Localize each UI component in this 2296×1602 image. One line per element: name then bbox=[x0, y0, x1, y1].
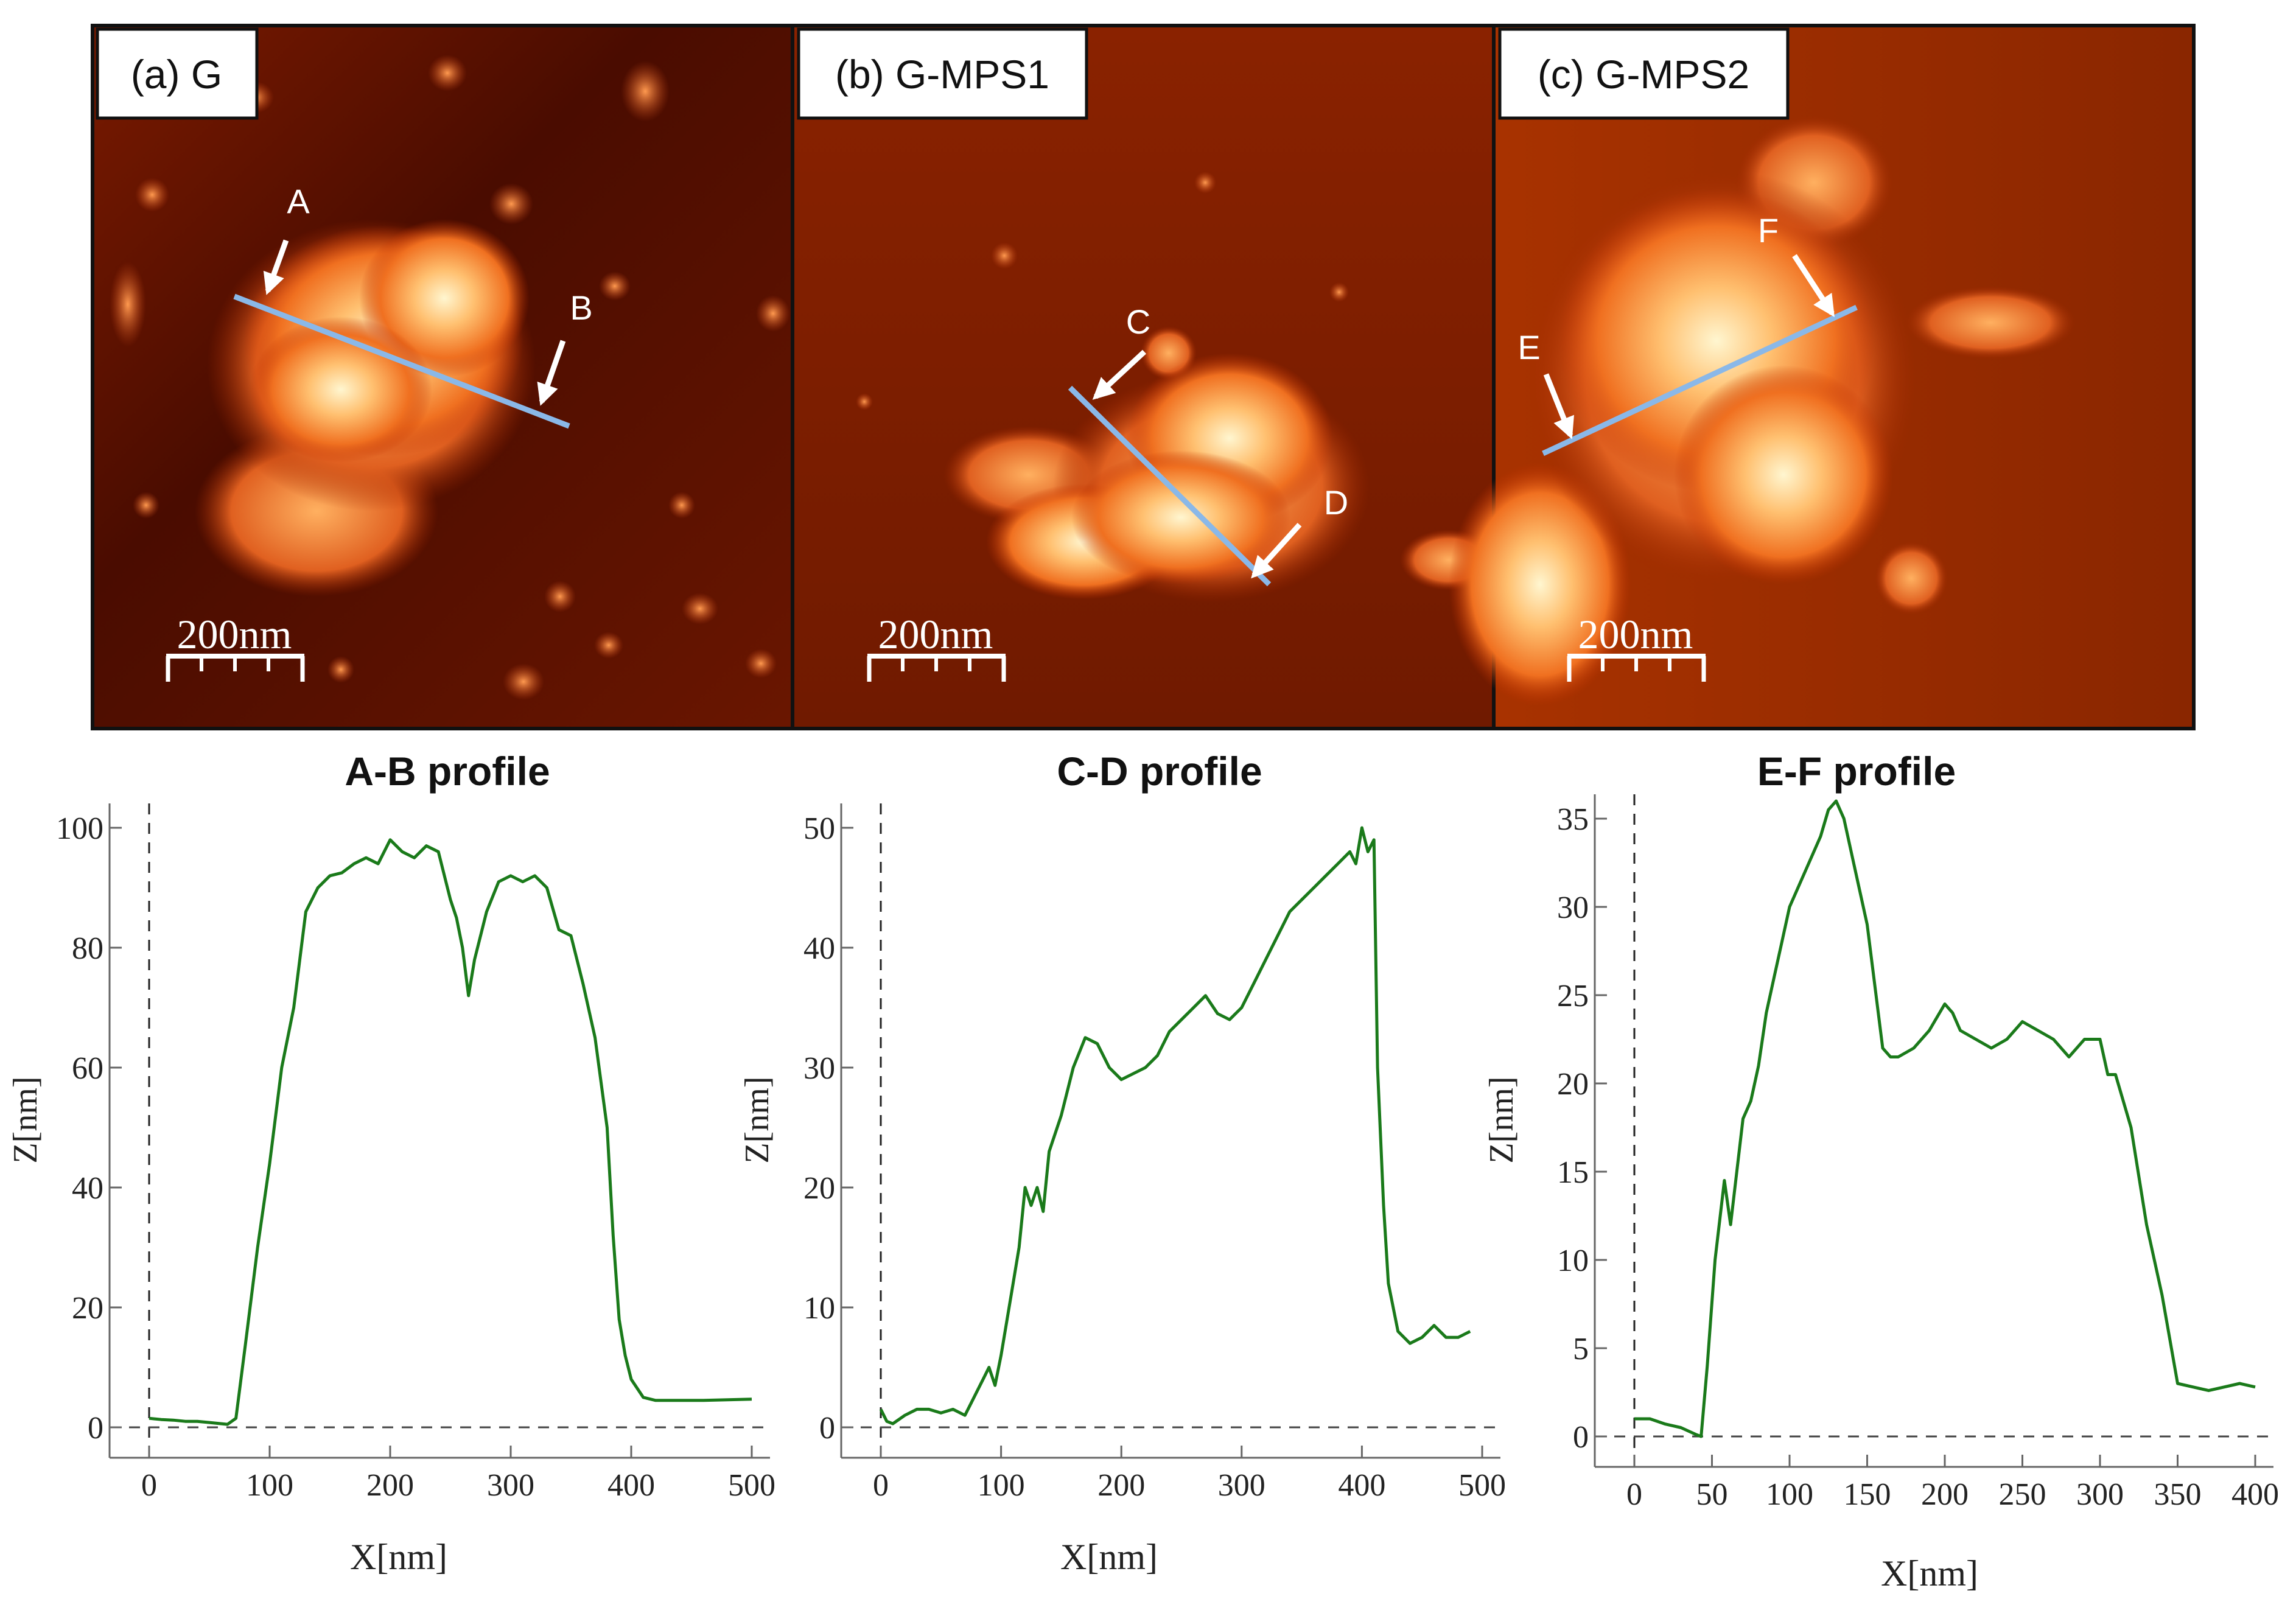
afm-flake-a bbox=[195, 219, 536, 596]
afm-panel-b: C D (b) G-MPS1 200nm bbox=[791, 24, 1497, 730]
x-tick-label: 300 bbox=[487, 1468, 534, 1503]
x-tick-label: 150 bbox=[1844, 1477, 1891, 1512]
y-tick-label: 20 bbox=[1557, 1067, 1589, 1102]
x-tick-label: 100 bbox=[1766, 1477, 1813, 1512]
scale-bar-b: 200nm bbox=[867, 611, 1006, 682]
panel-label-c: (c) G-MPS2 bbox=[1498, 27, 1790, 120]
x-tick-label: 0 bbox=[1626, 1477, 1642, 1512]
y-tick-label: 40 bbox=[803, 931, 835, 966]
marker-b: B bbox=[570, 289, 592, 327]
scan-line-ef: E F bbox=[1517, 211, 1858, 456]
y-tick-label: 30 bbox=[1557, 890, 1589, 925]
y-tick-label: 40 bbox=[72, 1171, 103, 1206]
x-tick-label: 100 bbox=[246, 1468, 293, 1503]
scale-bar-label-b: 200nm bbox=[878, 611, 993, 657]
y-tick-label: 80 bbox=[72, 931, 103, 966]
y-tick-label: 25 bbox=[1557, 979, 1589, 1013]
afm-flake-b bbox=[943, 353, 1370, 603]
afm-panel-a: A B (a) G 200nm bbox=[91, 24, 794, 730]
marker-d: D bbox=[1324, 483, 1348, 522]
x-tick-label: 250 bbox=[1999, 1477, 2046, 1512]
y-axis-label: Z[nm] bbox=[1483, 1076, 1521, 1163]
chart-title: C-D profile bbox=[1057, 749, 1262, 794]
x-tick-label: 0 bbox=[141, 1468, 157, 1503]
marker-c: C bbox=[1126, 303, 1150, 341]
afm-flake-c bbox=[1528, 170, 1917, 584]
scale-bar-label-c: 200nm bbox=[1578, 611, 1693, 657]
afm-panel-c: E F (c) G-MPS2 200nm bbox=[1449, 24, 2196, 730]
x-tick-label: 400 bbox=[1338, 1468, 1385, 1503]
chart-title: A-B profile bbox=[345, 749, 550, 794]
y-tick-label: 50 bbox=[803, 811, 835, 846]
panel-label-a: (a) G bbox=[96, 27, 259, 120]
x-axis-label: X[nm] bbox=[1881, 1553, 1978, 1593]
y-tick-label: 0 bbox=[88, 1411, 103, 1446]
x-axis-label: X[nm] bbox=[350, 1537, 447, 1577]
y-tick-label: 10 bbox=[1557, 1243, 1589, 1278]
x-tick-label: 350 bbox=[2154, 1477, 2202, 1512]
x-tick-label: 500 bbox=[728, 1468, 775, 1503]
y-tick-label: 0 bbox=[1573, 1420, 1589, 1455]
y-tick-label: 5 bbox=[1573, 1332, 1589, 1366]
scan-line-ab: A B bbox=[233, 182, 593, 429]
profile-series-line bbox=[1634, 799, 2256, 1438]
y-tick-label: 20 bbox=[72, 1291, 103, 1326]
x-tick-label: 300 bbox=[2076, 1477, 2124, 1512]
x-tick-label: 0 bbox=[873, 1468, 889, 1503]
profile-series-line bbox=[149, 838, 752, 1426]
x-tick-label: 50 bbox=[1696, 1477, 1728, 1512]
y-axis-label: Z[nm] bbox=[738, 1076, 776, 1163]
y-tick-label: 35 bbox=[1557, 802, 1589, 837]
scan-line-cd: C D bbox=[1068, 303, 1348, 587]
scale-bar-a: 200nm bbox=[166, 611, 305, 682]
marker-e: E bbox=[1517, 328, 1540, 366]
scale-bar-label-a: 200nm bbox=[177, 611, 292, 657]
scale-bar-c: 200nm bbox=[1567, 611, 1706, 682]
y-axis-label: Z[nm] bbox=[7, 1076, 44, 1163]
chart-ab-profile: 0 20 40 60 80 100 0 100 200 300 400 500 A-B profile X… bbox=[7, 749, 775, 1577]
y-tick-label: 60 bbox=[72, 1051, 103, 1086]
x-tick-label: 100 bbox=[978, 1468, 1025, 1503]
marker-a: A bbox=[287, 182, 310, 220]
chart-title: E-F profile bbox=[1757, 749, 1956, 794]
x-tick-label: 200 bbox=[1097, 1468, 1145, 1503]
y-tick-label: 10 bbox=[803, 1291, 835, 1326]
y-tick-label: 15 bbox=[1557, 1155, 1589, 1190]
x-tick-label: 400 bbox=[2231, 1477, 2279, 1512]
panel-label-text-b: (b) G-MPS1 bbox=[835, 52, 1049, 97]
profile-series-line bbox=[879, 826, 1471, 1425]
y-tick-label: 0 bbox=[819, 1411, 835, 1446]
x-tick-label: 400 bbox=[607, 1468, 655, 1503]
x-tick-label: 300 bbox=[1218, 1468, 1265, 1503]
panel-label-b: (b) G-MPS1 bbox=[797, 27, 1088, 120]
x-tick-label: 200 bbox=[1921, 1477, 1969, 1512]
x-tick-label: 200 bbox=[366, 1468, 414, 1503]
panel-label-text-c: (c) G-MPS2 bbox=[1538, 52, 1749, 97]
x-tick-label: 500 bbox=[1458, 1468, 1506, 1503]
y-tick-label: 30 bbox=[803, 1051, 835, 1086]
y-tick-label: 20 bbox=[803, 1171, 835, 1206]
panel-label-text-a: (a) G bbox=[131, 52, 222, 97]
marker-f: F bbox=[1758, 211, 1779, 250]
afm-particles-a bbox=[110, 55, 790, 700]
x-axis-label: X[nm] bbox=[1060, 1537, 1158, 1577]
y-tick-label: 100 bbox=[56, 811, 103, 846]
